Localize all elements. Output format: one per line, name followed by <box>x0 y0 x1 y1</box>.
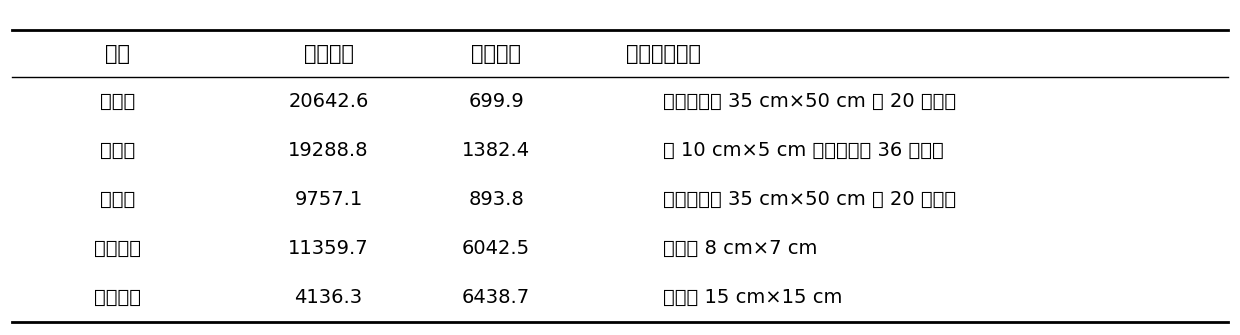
Text: 金盏菊: 金盏菊 <box>100 92 135 111</box>
Text: 披碱草: 披碱草 <box>100 141 135 160</box>
Text: 地下部分: 地下部分 <box>471 44 521 64</box>
Text: 20642.6: 20642.6 <box>289 92 368 111</box>
Text: 11359.7: 11359.7 <box>288 239 370 258</box>
Text: 893.8: 893.8 <box>469 190 523 209</box>
Text: 以种植面积 35 cm×50 cm 内 20 株换算: 以种植面积 35 cm×50 cm 内 20 株换算 <box>663 190 956 209</box>
Text: 6042.5: 6042.5 <box>463 239 529 258</box>
Text: 地上部分: 地上部分 <box>304 44 353 64</box>
Text: 6438.7: 6438.7 <box>463 288 529 307</box>
Text: 实际种植密度: 实际种植密度 <box>626 44 701 64</box>
Text: 4136.3: 4136.3 <box>295 288 362 307</box>
Text: 八宝景天: 八宝景天 <box>94 239 141 258</box>
Text: 大吴风草: 大吴风草 <box>94 288 141 307</box>
Text: 1382.4: 1382.4 <box>463 141 529 160</box>
Text: 9757.1: 9757.1 <box>294 190 363 209</box>
Text: 水稗草: 水稗草 <box>100 190 135 209</box>
Text: 以 10 cm×5 cm 样框法采样 36 株换算: 以 10 cm×5 cm 样框法采样 36 株换算 <box>663 141 944 160</box>
Text: 行株距 15 cm×15 cm: 行株距 15 cm×15 cm <box>663 288 843 307</box>
Text: 以种植面积 35 cm×50 cm 内 20 株换算: 以种植面积 35 cm×50 cm 内 20 株换算 <box>663 92 956 111</box>
Text: 植物: 植物 <box>105 44 130 64</box>
Text: 行株距 8 cm×7 cm: 行株距 8 cm×7 cm <box>663 239 817 258</box>
Text: 19288.8: 19288.8 <box>289 141 368 160</box>
Text: 699.9: 699.9 <box>469 92 523 111</box>
